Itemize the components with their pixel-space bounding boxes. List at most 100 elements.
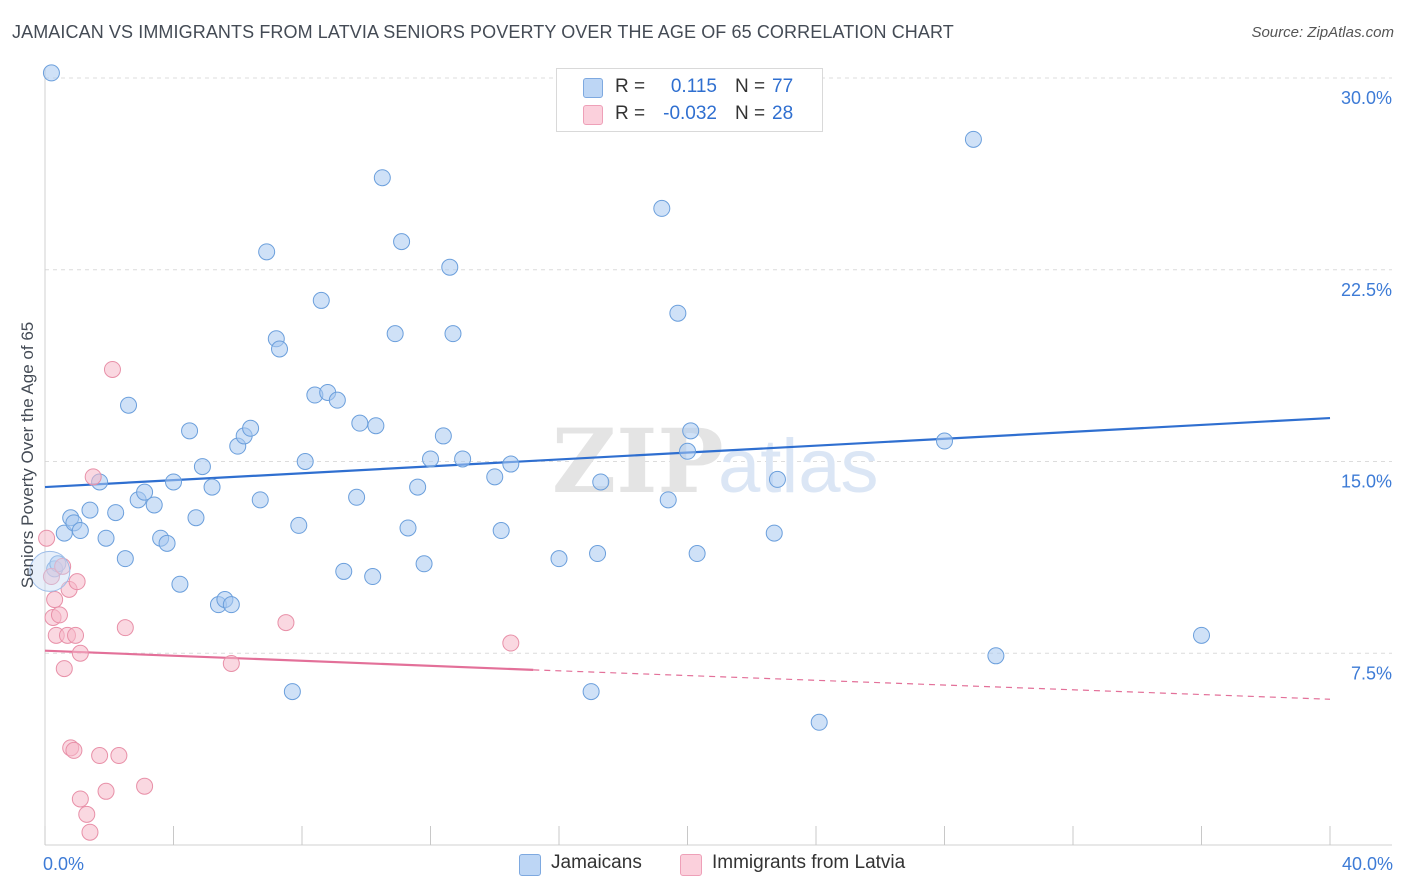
watermark-atlas: atlas bbox=[718, 424, 879, 509]
n-value: 28 bbox=[772, 103, 794, 124]
r-label: R = bbox=[615, 103, 646, 124]
point-jamaicans bbox=[181, 422, 199, 440]
point-latvia bbox=[55, 660, 73, 678]
point-jamaicans bbox=[964, 130, 982, 148]
point-jamaicans bbox=[1193, 626, 1210, 644]
point-jamaicans bbox=[399, 519, 417, 537]
point-latvia bbox=[71, 644, 89, 662]
x-tick-label: 0.0% bbox=[43, 854, 84, 874]
point-latvia bbox=[277, 614, 295, 632]
point-jamaicans bbox=[659, 491, 677, 509]
point-jamaicans bbox=[987, 647, 1005, 665]
point-jamaicans bbox=[158, 534, 176, 552]
point-jamaicans bbox=[348, 488, 366, 506]
point-jamaicans bbox=[810, 713, 828, 731]
point-jamaicans bbox=[454, 450, 472, 468]
trend-line-extension-1 bbox=[533, 669, 1331, 700]
stats-row-jamaicans: R = 0.115 N = 77 bbox=[557, 74, 822, 100]
r-value: -0.032 bbox=[663, 103, 717, 124]
point-jamaicans bbox=[582, 683, 600, 701]
point-latvia bbox=[50, 606, 68, 624]
point-jamaicans bbox=[653, 199, 671, 217]
trend-line-1 bbox=[44, 649, 534, 671]
point-latvia bbox=[97, 782, 115, 800]
point-jamaicans bbox=[386, 325, 404, 343]
y-axis-label: Seniors Poverty Over the Age of 65 bbox=[18, 321, 37, 589]
stats-swatch-jamaicans bbox=[583, 78, 603, 98]
point-latvia bbox=[42, 568, 60, 586]
point-latvia bbox=[91, 747, 109, 765]
point-jamaicans bbox=[351, 414, 369, 432]
stats-box: R = 0.115 N = 77 R = -0.032 N = 28 bbox=[556, 68, 823, 132]
point-jamaicans bbox=[251, 491, 269, 509]
point-latvia bbox=[68, 573, 86, 591]
point-jamaicans bbox=[81, 501, 99, 519]
axes bbox=[44, 68, 1392, 846]
y-tick-label: 30.0% bbox=[1341, 88, 1392, 108]
point-latvia bbox=[67, 626, 85, 644]
point-jamaicans bbox=[312, 291, 330, 309]
point-jamaicans bbox=[688, 545, 706, 563]
point-latvia bbox=[81, 823, 99, 841]
point-jamaicans bbox=[367, 417, 385, 435]
point-jamaicans bbox=[415, 555, 433, 573]
point-latvia bbox=[71, 790, 89, 808]
source-credit: Source: ZipAtlas.com bbox=[1251, 24, 1394, 41]
point-jamaicans bbox=[165, 473, 182, 491]
point-jamaicans bbox=[373, 169, 391, 187]
tick-labels: 7.5% 15.0% 22.5% 30.0% 0.0% 40.0% bbox=[43, 88, 1393, 874]
point-jamaicans bbox=[171, 575, 189, 593]
point-latvia bbox=[38, 529, 56, 547]
point-jamaicans bbox=[768, 470, 786, 488]
point-jamaicans bbox=[364, 568, 382, 586]
point-latvia bbox=[103, 360, 121, 378]
point-jamaicans bbox=[936, 432, 953, 450]
n-label: N = bbox=[735, 76, 766, 97]
n-value: 77 bbox=[772, 76, 794, 97]
watermark: ZIP atlas bbox=[552, 409, 879, 513]
point-jamaicans bbox=[592, 473, 610, 491]
r-label: R = bbox=[615, 76, 646, 97]
point-jamaicans bbox=[486, 468, 504, 486]
point-jamaicans bbox=[116, 550, 134, 568]
point-jamaicans bbox=[422, 450, 439, 468]
y-tick-label: 15.0% bbox=[1341, 472, 1392, 492]
point-latvia bbox=[84, 468, 102, 486]
point-jamaicans bbox=[765, 524, 783, 542]
point-jamaicans bbox=[441, 258, 459, 276]
point-latvia bbox=[116, 619, 134, 637]
y-tick-label: 22.5% bbox=[1341, 280, 1392, 300]
point-jamaicans bbox=[193, 458, 211, 476]
legend-swatch-jamaicans bbox=[519, 854, 541, 876]
n-label: N = bbox=[735, 103, 766, 124]
data-points bbox=[29, 64, 1210, 841]
point-jamaicans bbox=[290, 516, 308, 534]
point-jamaicans bbox=[502, 455, 520, 473]
point-latvia bbox=[46, 591, 64, 609]
point-jamaicans bbox=[679, 442, 696, 460]
point-jamaicans bbox=[203, 478, 221, 496]
chart-title: JAMAICAN VS IMMIGRANTS FROM LATVIA SENIO… bbox=[12, 22, 954, 42]
point-jamaicans bbox=[492, 522, 510, 540]
point-jamaicans bbox=[120, 396, 138, 414]
point-latvia bbox=[110, 747, 128, 765]
point-jamaicans bbox=[409, 478, 427, 496]
stats-row-latvia: R = -0.032 N = 28 bbox=[557, 101, 822, 127]
point-latvia bbox=[54, 557, 72, 575]
point-jamaicans bbox=[71, 522, 89, 540]
x-tick-label: 40.0% bbox=[1342, 854, 1393, 874]
point-jamaicans bbox=[669, 304, 687, 322]
point-jamaicans bbox=[271, 340, 289, 358]
legend-item-jamaicans: Jamaicans bbox=[519, 852, 669, 876]
point-jamaicans bbox=[335, 562, 353, 580]
point-jamaicans bbox=[682, 422, 700, 440]
point-jamaicans bbox=[434, 427, 452, 445]
point-jamaicans bbox=[222, 596, 240, 614]
point-jamaicans bbox=[242, 419, 260, 437]
point-jamaicans bbox=[296, 453, 314, 470]
point-jamaicans bbox=[550, 550, 568, 568]
legend-label-latvia: Immigrants from Latvia bbox=[712, 852, 906, 873]
legend-swatch-latvia bbox=[680, 854, 702, 876]
grid-lines bbox=[45, 77, 1392, 654]
